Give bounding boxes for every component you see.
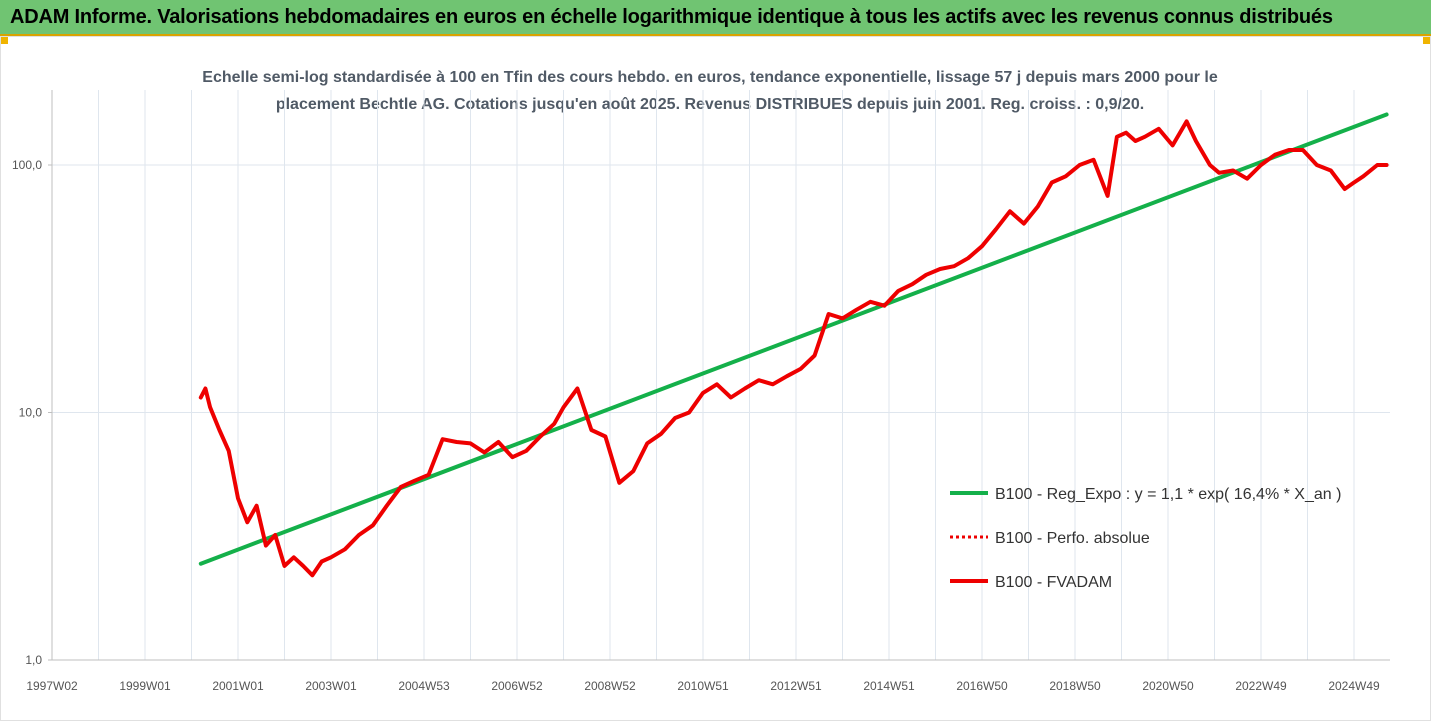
x-tick-label: 2014W51 [863, 679, 915, 693]
corner-mark-right [1423, 36, 1431, 44]
series-line-2 [198, 119, 1389, 578]
x-tick-label: 2022W49 [1235, 679, 1287, 693]
legend: B100 - Reg_Expo : y = 1,1 * exp( 16,4% *… [950, 486, 1341, 591]
x-tick-label: 2001W01 [212, 679, 264, 693]
x-tick-label: 2008W52 [584, 679, 636, 693]
x-tick-label: 2004W53 [398, 679, 450, 693]
x-tick-label: 2012W51 [770, 679, 822, 693]
x-tick-label: 2006W52 [491, 679, 543, 693]
series-group [198, 112, 1389, 578]
legend-label: B100 - Reg_Expo : y = 1,1 * exp( 16,4% *… [995, 486, 1341, 503]
banner-title: ADAM Informe. Valorisations hebdomadaire… [10, 6, 1333, 28]
y-tick-label: 1,0 [25, 653, 42, 667]
x-tick-label: 2018W50 [1049, 679, 1101, 693]
y-tick-labels: 1,0 10,0 100,0 [12, 158, 52, 667]
x-tick-label: 2003W01 [305, 679, 357, 693]
y-tick-label: 100,0 [12, 158, 42, 172]
legend-label: B100 - FVADAM [995, 574, 1112, 591]
legend-label: B100 - Perfo. absolue [995, 530, 1150, 547]
header-banner: ADAM Informe. Valorisations hebdomadaire… [0, 0, 1431, 36]
x-tick-label: 2010W51 [677, 679, 729, 693]
corner-mark-left [0, 36, 8, 44]
gridlines [51, 90, 1390, 660]
y-tick-label: 10,0 [19, 406, 43, 420]
x-tick-label: 1997W02 [26, 679, 78, 693]
x-tick-labels: 1997W02 1999W01 2001W01 2003W01 2004W53 2006W… [26, 679, 1380, 693]
x-tick-label: 2020W50 [1142, 679, 1194, 693]
x-tick-label: 1999W01 [119, 679, 171, 693]
x-tick-label: 2024W49 [1328, 679, 1380, 693]
x-tick-label: 2016W50 [956, 679, 1008, 693]
chart-title: Echelle semi-log standardisée à 100 en T… [202, 69, 1218, 113]
